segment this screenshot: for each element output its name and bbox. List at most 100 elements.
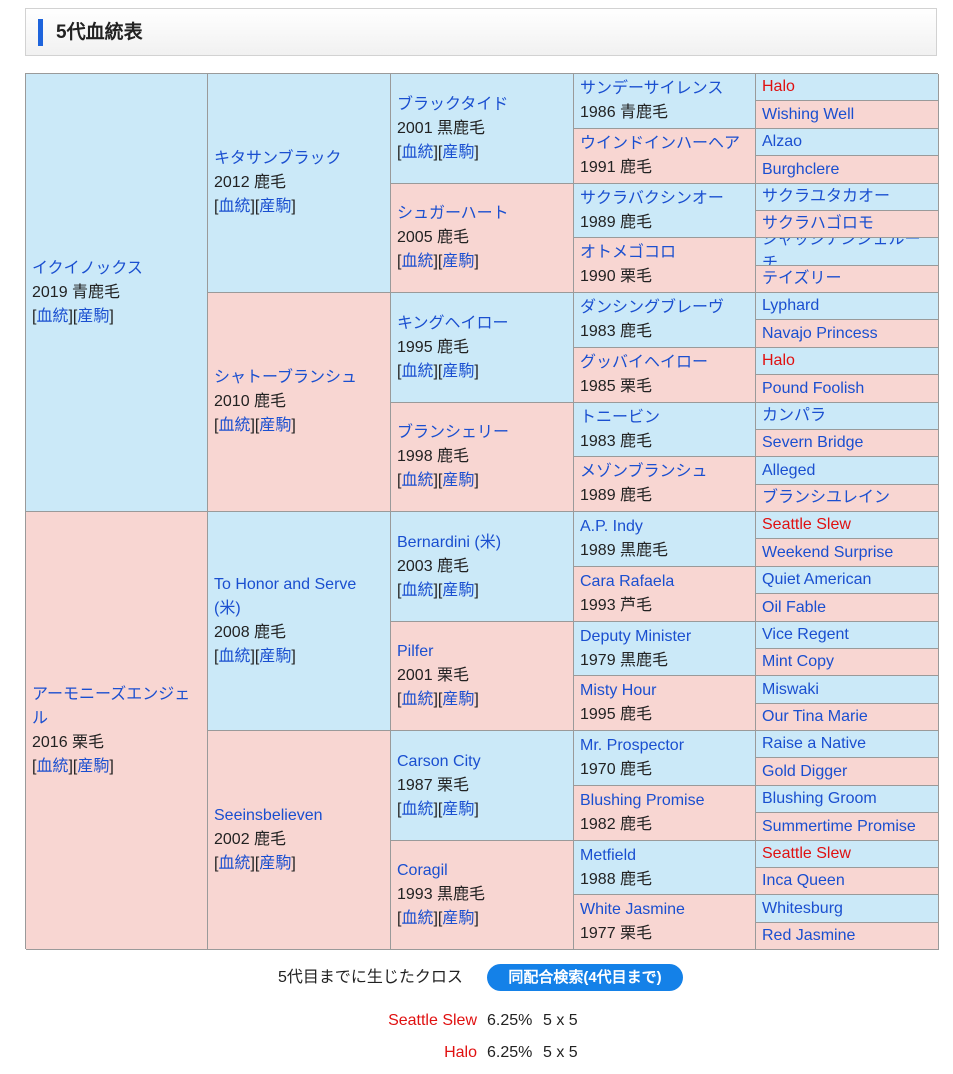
pedigree-link[interactable]: 血統 bbox=[218, 417, 251, 434]
pedigree-link[interactable]: 血統 bbox=[218, 198, 251, 215]
offspring-link[interactable]: 産駒 bbox=[259, 198, 292, 215]
horse-name-link[interactable]: ジャッジアンジェルーチ bbox=[762, 238, 921, 266]
horse-name-link[interactable]: トニービン bbox=[580, 408, 661, 426]
horse-name-link[interactable]: Miswaki bbox=[762, 680, 819, 698]
horse-name-link[interactable]: Pound Foolish bbox=[762, 379, 865, 397]
pedigree-link[interactable]: 血統 bbox=[401, 362, 434, 380]
horse-name-link[interactable]: メゾンブランシュ bbox=[580, 463, 708, 480]
horse-name-link[interactable]: イクイノックス bbox=[32, 259, 143, 277]
horse-name-link[interactable]: Quiet American bbox=[762, 571, 872, 588]
cross-horse-name[interactable]: Seattle Slew bbox=[388, 1012, 477, 1029]
same-mating-search-button[interactable]: 同配合検索(4代目まで) bbox=[487, 964, 683, 991]
horse-name-link[interactable]: Navajo Princess bbox=[762, 324, 878, 342]
offspring-link[interactable]: 産駒 bbox=[259, 648, 292, 665]
horse-name-link[interactable]: Our Tina Marie bbox=[762, 708, 868, 725]
pedigree-link[interactable]: 血統 bbox=[401, 581, 434, 599]
horse-name-link[interactable]: To Honor and Serve (米) bbox=[214, 576, 357, 617]
horse-name-link[interactable]: ブランシユレイン bbox=[762, 489, 891, 506]
horse-name-link[interactable]: Coragil bbox=[397, 862, 448, 879]
horse-name-link[interactable]: Weekend Surprise bbox=[762, 543, 894, 561]
horse-name-link[interactable]: Lyphard bbox=[762, 297, 820, 314]
horse-name-link[interactable]: サクラユタカオー bbox=[762, 188, 891, 205]
horse-name-link[interactable]: ダンシングブレーヴ bbox=[580, 299, 725, 316]
horse-name-link[interactable]: Deputy Minister bbox=[580, 627, 692, 645]
horse-name-link[interactable]: Burghclere bbox=[762, 160, 840, 178]
pedigree-link[interactable]: 血統 bbox=[218, 648, 251, 665]
horse-name-link[interactable]: Inca Queen bbox=[762, 872, 845, 889]
horse-name-link[interactable]: Mint Copy bbox=[762, 653, 835, 670]
pedigree-link[interactable]: 血統 bbox=[401, 253, 434, 270]
horse-name-link[interactable]: Pilfer bbox=[397, 643, 434, 660]
horse-name-link[interactable]: Gold Digger bbox=[762, 762, 848, 780]
horse-name-link[interactable]: White Jasmine bbox=[580, 901, 685, 918]
horse-name-link[interactable]: Halo bbox=[762, 352, 795, 369]
horse-links: [血統][産駒] bbox=[397, 691, 479, 708]
horse-name-link[interactable]: Misty Hour bbox=[580, 682, 657, 699]
horse-name-link[interactable]: Mr. Prospector bbox=[580, 737, 685, 754]
horse-name-link[interactable]: Summertime Promise bbox=[762, 817, 916, 835]
horse-name-link[interactable]: Raise a Native bbox=[762, 735, 867, 752]
pedigree-link[interactable]: 血統 bbox=[401, 472, 434, 489]
pedigree-link[interactable]: 血統 bbox=[218, 855, 251, 872]
horse-name-link[interactable]: Blushing Promise bbox=[580, 792, 705, 809]
horse-name-link[interactable]: グッバイヘイロー bbox=[580, 354, 709, 371]
offspring-link[interactable]: 産駒 bbox=[259, 417, 292, 434]
horse-name-link[interactable]: Seeinsbelieven bbox=[214, 807, 323, 824]
horse-name-link[interactable]: シュガーハート bbox=[397, 205, 509, 222]
horse-name-link[interactable]: サクラバクシンオー bbox=[580, 189, 724, 207]
pedigree-cell-gen3: シュガーハート 2005 鹿毛 [血統][産駒] bbox=[391, 184, 574, 293]
offspring-link[interactable]: 産駒 bbox=[442, 800, 475, 818]
horse-name-link[interactable]: Metfield bbox=[580, 846, 637, 864]
horse-name-link[interactable]: Whitesburg bbox=[762, 899, 843, 917]
offspring-link[interactable]: 産駒 bbox=[442, 691, 475, 708]
offspring-link[interactable]: 産駒 bbox=[77, 307, 110, 325]
offspring-link[interactable]: 産駒 bbox=[442, 253, 475, 270]
horse-name-link[interactable]: シャトーブランシュ bbox=[214, 369, 358, 386]
pedigree-link[interactable]: 血統 bbox=[36, 307, 69, 325]
horse-name-link[interactable]: Bernardini (米) bbox=[397, 533, 502, 551]
horse-name-link[interactable]: Severn Bridge bbox=[762, 434, 864, 451]
pedigree-link[interactable]: 血統 bbox=[401, 143, 434, 161]
pedigree-link[interactable]: 血統 bbox=[401, 691, 434, 708]
horse-name-link[interactable]: A.P. Indy bbox=[580, 518, 643, 535]
offspring-link[interactable]: 産駒 bbox=[442, 143, 475, 161]
pedigree-link[interactable]: 血統 bbox=[401, 910, 434, 927]
horse-links: [血統][産駒] bbox=[32, 307, 114, 325]
horse-name-link[interactable]: Red Jasmine bbox=[762, 927, 856, 944]
horse-name-link[interactable]: Alleged bbox=[762, 461, 816, 479]
horse-name-link[interactable]: ブランシェリー bbox=[397, 424, 510, 441]
horse-info: 1979 黒鹿毛 bbox=[580, 651, 669, 669]
horse-name-link[interactable]: サクラハゴロモ bbox=[762, 215, 874, 232]
horse-name-link[interactable]: Cara Rafaela bbox=[580, 573, 675, 590]
cross-horse-name[interactable]: Halo bbox=[444, 1044, 477, 1061]
horse-name-link[interactable]: Carson City bbox=[397, 752, 481, 770]
horse-name-link[interactable]: Blushing Groom bbox=[762, 790, 877, 807]
offspring-link[interactable]: 産駒 bbox=[442, 581, 475, 599]
horse-name-link[interactable]: テイズリー bbox=[762, 270, 842, 287]
horse-name-link[interactable]: Wishing Well bbox=[762, 105, 855, 123]
horse-name-link[interactable]: ウインドインハーヘア bbox=[580, 135, 741, 152]
offspring-link[interactable]: 産駒 bbox=[442, 362, 475, 380]
horse-name-link[interactable]: Seattle Slew bbox=[762, 845, 851, 862]
horse-info: 1995 鹿毛 bbox=[580, 706, 653, 723]
horse-name-link[interactable]: サンデーサイレンス bbox=[580, 80, 724, 97]
horse-name-link[interactable]: Oil Fable bbox=[762, 598, 827, 616]
offspring-link[interactable]: 産駒 bbox=[442, 472, 475, 489]
pedigree-link[interactable]: 血統 bbox=[401, 800, 434, 818]
pedigree-link[interactable]: 血統 bbox=[36, 757, 69, 775]
pedigree-cell-gen5: Miswaki bbox=[756, 676, 939, 704]
horse-name-link[interactable]: Seattle Slew bbox=[762, 516, 851, 533]
offspring-link[interactable]: 産駒 bbox=[442, 910, 475, 927]
horse-name-link[interactable]: ブラックタイド bbox=[397, 95, 509, 113]
horse-name-link[interactable]: オトメゴコロ bbox=[580, 244, 677, 261]
offspring-link[interactable]: 産駒 bbox=[77, 757, 110, 775]
pedigree-cell-gen4: ウインドインハーヘア 1991 鹿毛 bbox=[574, 129, 756, 184]
horse-name-link[interactable]: キタサンブラック bbox=[214, 150, 342, 167]
horse-name-link[interactable]: Halo bbox=[762, 78, 795, 95]
horse-name-link[interactable]: Alzao bbox=[762, 133, 803, 150]
offspring-link[interactable]: 産駒 bbox=[259, 855, 292, 872]
horse-name-link[interactable]: カンパラ bbox=[762, 407, 827, 424]
horse-name-link[interactable]: アーモニーズエンジェル bbox=[32, 685, 191, 727]
horse-name-link[interactable]: キングヘイロー bbox=[397, 314, 509, 332]
horse-name-link[interactable]: Vice Regent bbox=[762, 626, 849, 643]
